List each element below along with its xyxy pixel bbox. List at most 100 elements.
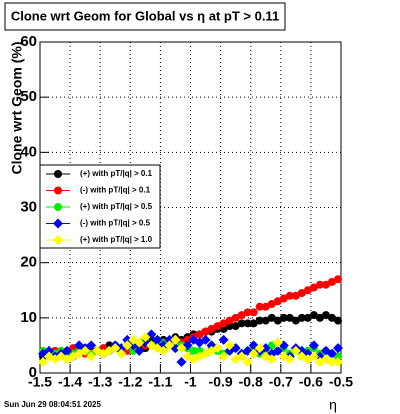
marker	[321, 280, 330, 289]
marker	[195, 330, 204, 339]
marker	[200, 334, 211, 345]
marker	[297, 289, 306, 298]
marker	[332, 343, 343, 354]
marker	[297, 313, 306, 322]
x-tick-label: -1.1	[148, 374, 172, 390]
marker	[213, 322, 222, 331]
marker	[86, 340, 97, 351]
y-tick-label: 30	[20, 198, 37, 215]
marker	[122, 340, 133, 351]
marker	[38, 356, 49, 367]
marker	[333, 316, 342, 325]
marker	[309, 311, 318, 320]
marker	[273, 297, 282, 306]
marker	[326, 348, 337, 359]
marker	[152, 334, 163, 345]
marker	[110, 343, 121, 354]
marker	[285, 313, 294, 322]
marker	[189, 346, 198, 355]
marker	[242, 356, 253, 367]
marker	[225, 316, 234, 325]
marker	[308, 351, 319, 362]
chart-title: Clone wrt Geom for Global vs η at pT > 0…	[11, 8, 279, 23]
marker	[279, 294, 288, 303]
marker	[44, 345, 55, 356]
marker	[315, 313, 324, 322]
marker	[183, 335, 192, 344]
marker	[273, 316, 282, 325]
marker	[243, 308, 252, 317]
footer: Sun Jun 29 08:04:51 2025	[4, 400, 101, 409]
marker	[53, 218, 63, 229]
marker	[261, 316, 270, 325]
marker	[231, 322, 240, 331]
marker	[224, 340, 235, 351]
marker	[321, 311, 330, 320]
marker	[272, 345, 283, 356]
y-tick-label: 20	[20, 254, 37, 271]
marker	[176, 343, 187, 354]
marker	[290, 345, 301, 356]
marker	[327, 313, 336, 322]
marker	[158, 345, 169, 356]
marker	[62, 345, 73, 356]
x-tick-label: -0.9	[209, 374, 233, 390]
marker	[279, 313, 288, 322]
marker	[249, 319, 258, 328]
marker	[249, 308, 258, 317]
marker	[315, 280, 324, 289]
marker	[291, 291, 300, 300]
marker	[266, 354, 277, 365]
marker	[272, 337, 283, 348]
marker	[237, 319, 246, 328]
marker	[218, 351, 229, 362]
marker	[80, 345, 91, 356]
marker	[170, 334, 181, 345]
marker	[248, 348, 259, 359]
y-tick-label: 0	[29, 364, 37, 381]
marker	[267, 300, 276, 309]
marker	[54, 186, 62, 195]
x-tick-label: -0.5	[329, 374, 353, 390]
marker	[218, 334, 229, 345]
marker	[327, 277, 336, 286]
marker	[303, 286, 312, 295]
marker	[267, 313, 276, 322]
marker	[291, 316, 300, 325]
marker	[164, 334, 175, 345]
x-axis-label: η	[329, 397, 337, 413]
marker	[176, 356, 187, 367]
y-tick-label: 40	[20, 143, 37, 160]
marker	[333, 275, 342, 284]
marker	[54, 203, 62, 211]
marker	[303, 313, 312, 322]
x-tick-label: -1.5	[28, 374, 52, 390]
x-tick-label: -1.3	[88, 374, 112, 390]
marker	[326, 356, 337, 367]
marker	[254, 343, 265, 354]
x-tick-label: -1.4	[58, 374, 82, 390]
legend-label: (+) with pT/|q| > 0.1	[80, 169, 153, 178]
title-box	[4, 2, 286, 31]
marker	[261, 302, 270, 311]
marker	[236, 351, 247, 362]
y-tick-label: 60	[20, 33, 37, 50]
marker	[54, 170, 62, 178]
marker	[164, 340, 175, 351]
x-tick-label: -0.6	[299, 374, 323, 390]
marker	[219, 324, 228, 333]
marker	[332, 356, 343, 367]
marker	[255, 316, 264, 325]
x-tick-label: -0.8	[239, 374, 263, 390]
y-axis-label: Clone wrt Geom (%)	[9, 41, 25, 174]
marker	[207, 324, 216, 333]
marker	[285, 291, 294, 300]
marker	[212, 343, 223, 354]
x-tick-label: -1.2	[118, 374, 142, 390]
marker	[129, 346, 138, 355]
x-tick-label: -1	[184, 374, 197, 390]
marker	[309, 283, 318, 292]
x-tick-label: -0.7	[269, 374, 293, 390]
marker	[219, 319, 228, 328]
